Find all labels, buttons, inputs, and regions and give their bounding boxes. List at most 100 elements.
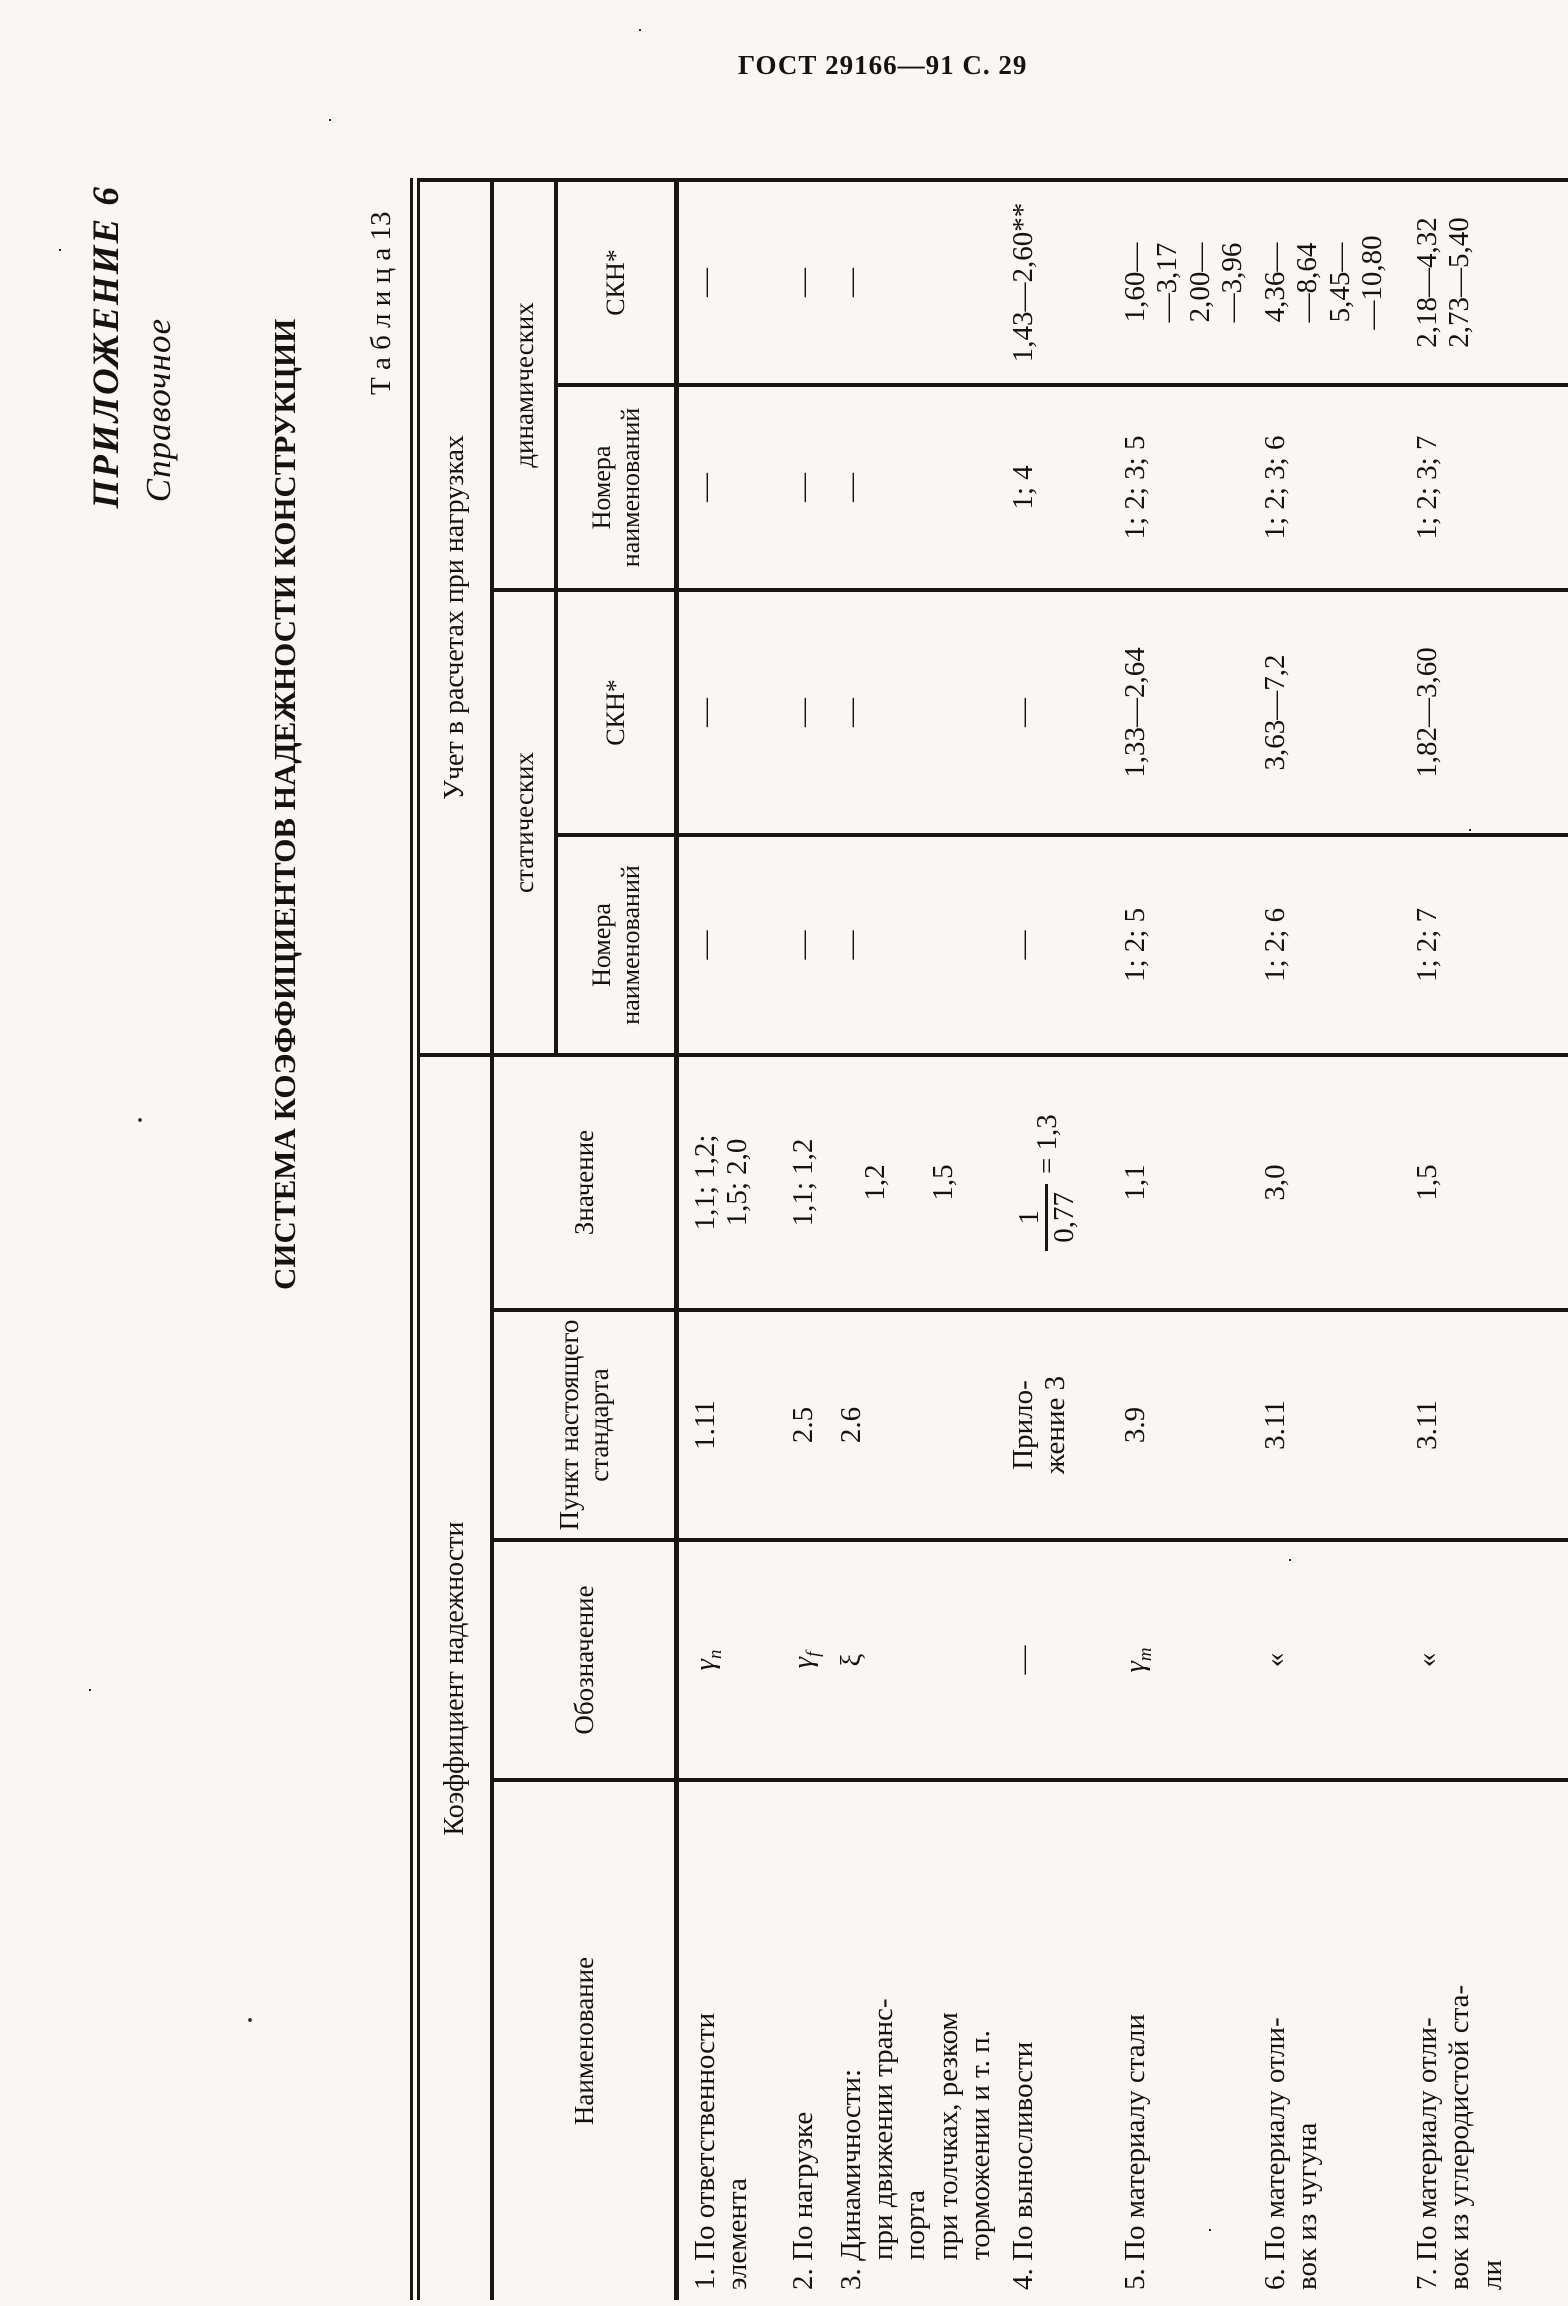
cell-name: 3. Динамичности: при движении транс-порта… — [825, 1780, 997, 2300]
skn-line: 2,18—4,32 — [1410, 217, 1443, 348]
cell-numbers-static: 1; 2; 5 — [1108, 834, 1249, 1055]
cell-skn-dynamic: — — [676, 179, 777, 385]
cell-numbers-dynamic: 1; 4 — [996, 384, 1109, 590]
cell-numbers-static: 1; 2; 7 — [1400, 834, 1568, 1055]
rotated-table-area: ПРИЛОЖЕНИЕ 6 Справочное СИСТЕМА КОЭФФИЦИ… — [85, 90, 1568, 2300]
cell-symbol: « — [1248, 1540, 1401, 1780]
value-line: 1,5 — [926, 1164, 959, 1201]
name-line: 6. По материалу отли- — [1258, 2017, 1291, 2290]
cell-skn-static: 3,63—7,2 — [1248, 589, 1401, 835]
cell-name: 6. По материалу отли-вок из чугуна — [1249, 1780, 1401, 2300]
cell-clause: 1.11 — [676, 1310, 777, 1540]
name-line: при толчках, резком — [931, 2012, 964, 2260]
cell-clause: 2.5 — [776, 1310, 825, 1540]
value-line: 1,2 — [858, 1164, 891, 1201]
cell-skn-static: — — [676, 589, 777, 835]
cell-numbers-dynamic: 1; 2; 3; 6 — [1248, 384, 1401, 590]
skn-line: — — [786, 267, 819, 297]
cell-name: 5. По материалу стали — [1109, 1780, 1249, 2300]
header-skn-static: СКН* — [556, 589, 677, 835]
name-line: при движении транс- — [866, 1998, 899, 2260]
cell-skn-static: — — [776, 589, 825, 835]
name-line: 3. Динамичности: — [834, 2068, 867, 2290]
coefficients-table: Коэффициент надежности Учет в расчетах п… — [410, 177, 1568, 2300]
name-line: 2. По нагрузке — [786, 2111, 819, 2290]
skn-line: 1,43—2,60** — [1006, 202, 1039, 363]
cell-skn-static: — — [996, 589, 1109, 835]
skn-line: 4,36— — [1258, 242, 1291, 323]
cell-value: 1,1 — [1108, 1054, 1249, 1310]
cell-numbers-static: — — [996, 834, 1109, 1055]
symbol-subscript: m — [1134, 1647, 1156, 1662]
name-line: элемента — [721, 2178, 754, 2290]
value-line: 1,1; 1,2 — [786, 1138, 819, 1227]
value-fraction: 1 0,77 = 1,3 — [1013, 1061, 1081, 1304]
clause-line: жение 3 — [1039, 1375, 1072, 1475]
fraction-denominator: 0,77 — [1045, 1184, 1081, 1251]
header-skn-dynamic: СКН* — [556, 179, 677, 385]
cell-value: 1,5 — [1400, 1054, 1568, 1310]
value-line: 1,5 — [1410, 1164, 1443, 1201]
clause-line: Прило- — [1006, 1380, 1039, 1470]
fraction-result: = 1,3 — [1030, 1114, 1063, 1175]
symbol-subscript: f — [802, 1651, 824, 1657]
cell-numbers-static: 1; 2; 6 — [1248, 834, 1401, 1055]
cell-skn-dynamic: 1,60— —3,17 2,00— —3,96 — [1108, 179, 1249, 385]
cell-value: 3,0 — [1248, 1054, 1401, 1310]
skn-line: — — [689, 267, 721, 297]
value-line: 1,5; 2,0 — [721, 1138, 754, 1227]
cell-skn-static: — — [824, 589, 997, 835]
cell-numbers-static: — — [776, 834, 825, 1055]
cell-name: 7. По материалу отли-вок из углеродистой… — [1401, 1780, 1568, 2300]
coefficient-symbol: γf — [786, 1651, 824, 1669]
skn-line: —3,96 — [1216, 242, 1249, 323]
name-line: вок из углеродистой ста- — [1443, 1984, 1476, 2290]
name-line: порта — [899, 2189, 932, 2260]
cell-skn-dynamic: — — [776, 179, 825, 385]
cell-skn-dynamic: 2,18—4,32 2,73—5,40 — [1400, 179, 1568, 385]
table-body: 1. По ответственности элемента γn 1.11 1,1; … — [676, 179, 1568, 2300]
clause-line: 1.11 — [689, 1400, 721, 1450]
value-line: 1,1; 1,2; — [689, 1134, 721, 1231]
clause-line: 3.11 — [1410, 1400, 1443, 1450]
cell-value: 1,2 1,5 — [824, 1054, 997, 1310]
table-row: 6. По материалу отли-вок из чугуна «3.11 3… — [1248, 179, 1401, 2300]
table-row: 7. По материалу отли-вок из углеродистой… — [1400, 179, 1568, 2300]
header-col-name: Наименование — [492, 1780, 677, 2300]
cell-numbers-dynamic: — — [824, 384, 997, 590]
cell-skn-dynamic: — — [824, 179, 997, 385]
name-line: 7. По материалу отли- — [1410, 2017, 1443, 2290]
cell-clause: 3.9 — [1108, 1310, 1249, 1540]
value-line: 3,0 — [1258, 1164, 1291, 1201]
value-line: 1,1 — [1118, 1164, 1151, 1201]
symbol-subscript: n — [704, 1649, 726, 1659]
cell-symbol: « — [1400, 1540, 1568, 1780]
cell-skn-static: 1,82—3,60 — [1400, 589, 1568, 835]
header-col-value: Значение — [492, 1054, 677, 1310]
skn-line: —8,64 — [1291, 242, 1324, 323]
cell-symbol: γf — [776, 1540, 825, 1780]
header-numbers-static: Номера наименований — [556, 834, 677, 1055]
fraction-numerator: 1 — [1012, 1210, 1045, 1225]
coefficient-symbol: γn — [689, 1649, 726, 1671]
table-row: 4. По выносливости — Прило-жение 3 1 0,77 = 1… — [996, 179, 1109, 2300]
cell-name: 1. По ответственности элемента — [677, 1780, 777, 2300]
cell-numbers-static: — — [676, 834, 777, 1055]
document-number-header: ГОСТ 29166—91 С. 29 — [738, 50, 1028, 80]
cell-symbol: γn — [676, 1540, 777, 1780]
cell-numbers-dynamic: — — [776, 384, 825, 590]
cell-skn-static: 1,33—2,64 — [1108, 589, 1249, 835]
header-col-symbol: Обозначение — [492, 1540, 677, 1780]
cell-symbol: — — [996, 1540, 1109, 1780]
table-number-label: Т а б л и ц а 13 — [365, 211, 397, 395]
skn-line: 1,60— — [1118, 242, 1151, 323]
skn-line: —3,17 — [1151, 242, 1184, 323]
cell-clause: Прило-жение 3 — [996, 1310, 1109, 1540]
name-line: 1. По ответственности — [689, 2012, 721, 2290]
table-row: 1. По ответственности элемента γn 1.11 1,1; … — [676, 179, 777, 2300]
table-row: 2. По нагрузке γf 2.5 1,1; 1,2— — — — — [776, 179, 825, 2300]
name-line: 5. По материалу стали — [1118, 2014, 1151, 2290]
rotated-canvas: ПРИЛОЖЕНИЕ 6 Справочное СИСТЕМА КОЭФФИЦИ… — [85, 90, 1568, 2300]
clause-line: 3.9 — [1118, 1406, 1151, 1444]
